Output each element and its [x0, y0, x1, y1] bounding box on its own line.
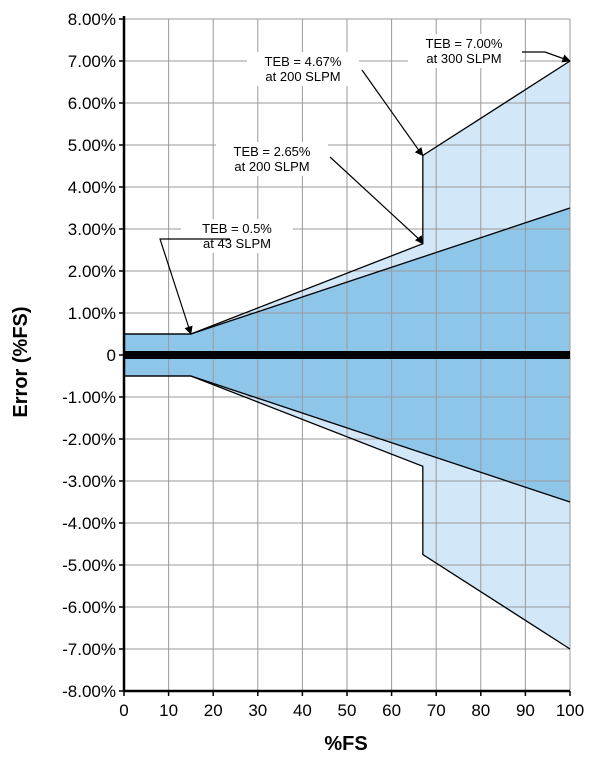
teb-annotation: TEB = 0.5%at 43 SLPM — [159, 219, 293, 335]
x-tick-label: 60 — [382, 701, 401, 720]
annotation-text-line: TEB = 7.00% — [426, 36, 503, 51]
annotation-background — [408, 34, 520, 68]
x-tick-label: 80 — [471, 701, 490, 720]
y-axis-title: Error (%FS) — [10, 306, 32, 417]
x-tick-label: 20 — [204, 701, 223, 720]
y-tick-label: 2.00% — [68, 262, 116, 281]
y-tick-label: -8.00% — [62, 682, 116, 701]
x-tick-label: 100 — [556, 701, 584, 720]
tick-labels: 8.00% 7.00% 6.00% 5.00% 4.00% 3.00% 2.00% 1.00%… — [62, 10, 584, 720]
x-tick-label: 0 — [119, 701, 128, 720]
y-tick-label: 5.00% — [68, 136, 116, 155]
y-tick-label: 7.00% — [68, 52, 116, 71]
annotation-background — [181, 219, 293, 253]
annotation-text-line: at 43 SLPM — [203, 236, 271, 251]
annotation-text-line: TEB = 0.5% — [202, 221, 272, 236]
y-tick-label: -1.00% — [62, 388, 116, 407]
y-tick-label: -6.00% — [62, 598, 116, 617]
y-tick-label: 1.00% — [68, 304, 116, 323]
teb-annotation: TEB = 7.00%at 300 SLPM — [408, 34, 571, 68]
annotation-text-line: at 200 SLPM — [265, 69, 340, 84]
annotation-leader-arrow — [329, 156, 424, 245]
y-tick-label: -3.00% — [62, 472, 116, 491]
annotation-background — [247, 52, 359, 86]
y-tick-label: 3.00% — [68, 220, 116, 239]
y-tick-label: -5.00% — [62, 556, 116, 575]
y-tick-label: 6.00% — [68, 94, 116, 113]
annotation-background — [216, 142, 328, 176]
y-tick-label: 4.00% — [68, 178, 116, 197]
y-tick-label: 0 — [107, 346, 116, 365]
x-tick-label: 30 — [248, 701, 267, 720]
teb-annotation: TEB = 4.67%at 200 SLPM — [247, 52, 424, 157]
annotation-text-line: TEB = 4.67% — [265, 54, 342, 69]
y-tick-label: -4.00% — [62, 514, 116, 533]
y-tick-label: 8.00% — [68, 10, 116, 29]
annotation-text-line: TEB = 2.65% — [234, 144, 311, 159]
annotation-leader-arrow — [361, 69, 424, 157]
x-axis-title: %FS — [324, 733, 367, 755]
annotation-text-line: at 300 SLPM — [426, 51, 501, 66]
annotation-text-line: at 200 SLPM — [234, 159, 309, 174]
y-tick-label: -7.00% — [62, 640, 116, 659]
teb-annotation: TEB = 2.65%at 200 SLPM — [216, 142, 424, 245]
x-tick-label: 90 — [516, 701, 535, 720]
inner-lower-outline — [124, 375, 571, 503]
y-tick-label: -2.00% — [62, 430, 116, 449]
x-tick-label: 70 — [427, 701, 446, 720]
annotation-leader-arrow — [159, 238, 230, 335]
x-tick-label: 10 — [159, 701, 178, 720]
x-tick-label: 50 — [338, 701, 357, 720]
x-tick-label: 40 — [293, 701, 312, 720]
annotation-leader-arrow — [522, 51, 571, 63]
